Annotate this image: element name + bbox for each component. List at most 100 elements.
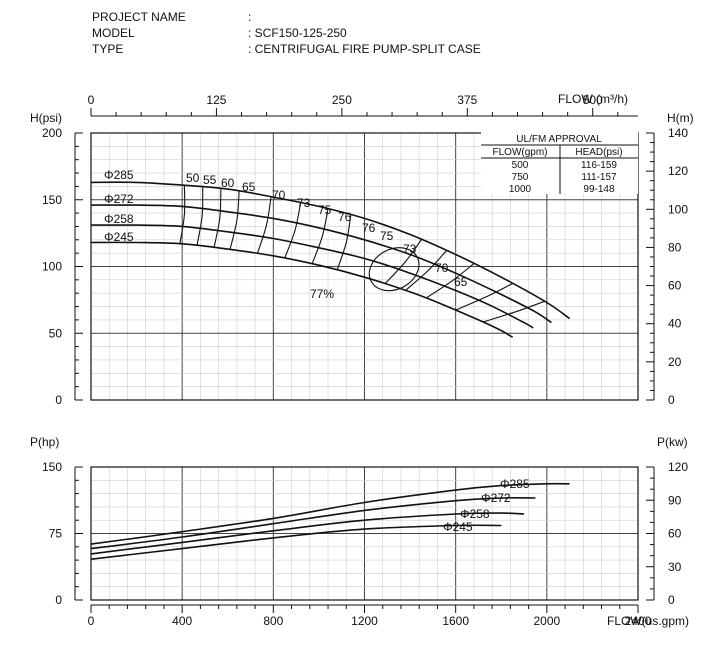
x-axis-title-bottom: FLOW(us.gpm) <box>607 614 689 628</box>
axis-titles: H(psi) H(m) P(hp) P(kw) FLOW (m³/h) FLOW… <box>30 92 694 628</box>
efficiency-curve <box>311 208 329 264</box>
x-tick-label-bottom: 2400 <box>625 614 652 628</box>
efficiency-curve <box>384 239 422 285</box>
series-label-head: Φ245 <box>104 230 134 244</box>
efficiency-label: 75 <box>380 229 394 243</box>
approval-table-cell: 111-157 <box>581 172 617 183</box>
series-line-head <box>90 224 534 329</box>
y-tick-label-power-kw: 0 <box>668 593 675 607</box>
efficiency-label: 70 <box>272 188 286 202</box>
y-tick-label-power: 150 <box>42 460 62 474</box>
series-lines <box>90 181 571 560</box>
x-tick-label-top: 375 <box>457 93 477 107</box>
efficiency-curve <box>455 283 513 311</box>
efficiency-curve <box>256 196 272 254</box>
y-tick-label-power-kw: 90 <box>668 493 682 507</box>
y-tick-label-head-m: 120 <box>668 164 688 178</box>
header-label-type: TYPE <box>92 42 123 56</box>
y-tick-label-head-m: 20 <box>668 355 682 369</box>
efficiency-label: 75 <box>318 203 332 217</box>
series-line-power <box>90 482 570 545</box>
efficiency-label: 73 <box>297 196 311 210</box>
header-value-model: : SCF150-125-250 <box>248 26 347 40</box>
approval-table-cell: 116-159 <box>581 160 617 171</box>
efficiency-label: 55 <box>203 173 217 187</box>
y-tick-label-head-m: 140 <box>668 126 688 140</box>
y-tick-label-head: 100 <box>42 260 62 274</box>
x-tick-label-bottom: 1200 <box>351 614 378 628</box>
y-tick-label-head-m: 40 <box>668 317 682 331</box>
x-tick-label-bottom: 800 <box>263 614 283 628</box>
series-label-head: Φ285 <box>104 168 134 182</box>
series-label-power: Φ272 <box>481 491 511 505</box>
approval-table-cell: 99-148 <box>583 184 615 195</box>
series-labels: Φ285 Φ272 Φ258 Φ245 Φ285 Φ272 Φ258 Φ245 <box>104 168 530 534</box>
chart-header: PROJECT NAME : MODEL : SCF150-125-250 TY… <box>92 10 481 56</box>
efficiency-label: 65 <box>242 180 256 194</box>
efficiency-label: 70 <box>435 261 449 275</box>
x-tick-label-top: 250 <box>332 93 352 107</box>
x-tick-label-bottom: 1600 <box>442 614 469 628</box>
series-line-power <box>90 524 502 560</box>
approval-table: UL/FM APPROVAL FLOW(gpm) HEAD(psi) 500 1… <box>481 132 638 195</box>
series-line-head <box>90 181 571 320</box>
x-axis-title-top: FLOW (m³/h) <box>558 92 628 106</box>
y-tick-label-power-kw: 120 <box>668 460 688 474</box>
y-axis-title-power-hp: P(hp) <box>30 435 59 449</box>
efficiency-curve <box>213 188 222 248</box>
y-tick-label-power-kw: 60 <box>668 527 682 541</box>
efficiency-curve <box>405 250 448 291</box>
y-tick-label-power: 75 <box>49 527 63 541</box>
y-tick-label-head: 0 <box>55 393 62 407</box>
efficiency-label-best: 77% <box>310 287 334 301</box>
efficiency-label: 73 <box>403 242 417 256</box>
series-label-power: Φ245 <box>443 520 473 534</box>
header-value-type: : CENTRIFUGAL FIRE PUMP-SPLIT CASE <box>248 42 481 56</box>
efficiency-curve <box>336 214 352 271</box>
efficiency-curve <box>284 202 302 259</box>
x-tick-label-bottom: 0 <box>88 614 95 628</box>
y-tick-label-head-m: 0 <box>668 393 675 407</box>
approval-table-col-flow: FLOW(gpm) <box>493 147 548 158</box>
series-label-power: Φ258 <box>460 507 490 521</box>
efficiency-curve <box>482 300 545 323</box>
series-line-power <box>90 497 536 550</box>
x-tick-label-bottom: 400 <box>172 614 192 628</box>
y-tick-label-head-m: 60 <box>668 279 682 293</box>
y-tick-label-head-m: 80 <box>668 240 682 254</box>
series-line-head <box>90 204 552 324</box>
tick-labels: 0 50 100 150 200 0 20 40 60 80 100 120 140 0 75 150 0 30 6… <box>42 93 688 628</box>
grid <box>90 132 639 601</box>
plot-frames <box>90 132 639 601</box>
series-line-power <box>90 512 525 555</box>
series-label-power: Φ285 <box>500 477 530 491</box>
y-axis-title-head-psi: H(psi) <box>30 111 62 125</box>
approval-table-title: UL/FM APPROVAL <box>516 134 602 145</box>
axis-ticks <box>74 108 655 613</box>
series-label-head: Φ272 <box>104 192 134 206</box>
efficiency-curve <box>179 185 186 244</box>
efficiency-label: 65 <box>454 275 468 289</box>
header-value-project: : <box>248 10 251 24</box>
header-label-model: MODEL <box>92 26 135 40</box>
efficiency-label: 76 <box>362 221 376 235</box>
efficiency-curve <box>425 263 475 299</box>
efficiency-label: 50 <box>186 171 200 185</box>
series-label-head: Φ258 <box>104 212 134 226</box>
y-tick-label-head-m: 100 <box>668 202 688 216</box>
efficiency-labels: 50 55 60 65 70 73 75 76 77% 76 75 73 70 … <box>186 171 468 301</box>
y-axis-title-power-kw: P(kw) <box>657 435 688 449</box>
y-tick-label-head: 200 <box>42 126 62 140</box>
plot-frame-head <box>90 132 639 401</box>
y-tick-label-power-kw: 30 <box>668 560 682 574</box>
approval-table-col-head: HEAD(psi) <box>575 147 622 158</box>
series-line-head <box>90 241 514 338</box>
plot-frame-power <box>90 466 639 601</box>
y-tick-label-head: 150 <box>42 193 62 207</box>
efficiency-curve <box>229 191 240 250</box>
efficiency-curve <box>196 186 204 246</box>
approval-table-cell: 1000 <box>509 184 532 195</box>
header-label-project: PROJECT NAME <box>92 10 186 24</box>
y-tick-label-power: 0 <box>55 593 62 607</box>
